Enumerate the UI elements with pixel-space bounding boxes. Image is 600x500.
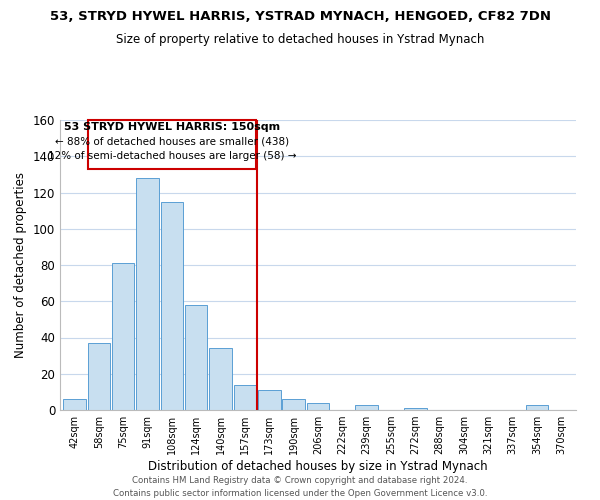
Text: Contains HM Land Registry data © Crown copyright and database right 2024.
Contai: Contains HM Land Registry data © Crown c… [113,476,487,498]
Bar [355,404,378,410]
Bar [112,263,134,410]
Bar [258,390,281,410]
X-axis label: Distribution of detached houses by size in Ystrad Mynach: Distribution of detached houses by size … [148,460,488,473]
Bar [404,408,427,410]
Bar [234,384,256,410]
Bar [88,343,110,410]
Bar [161,202,183,410]
FancyBboxPatch shape [88,120,256,169]
Text: 53, STRYD HYWEL HARRIS, YSTRAD MYNACH, HENGOED, CF82 7DN: 53, STRYD HYWEL HARRIS, YSTRAD MYNACH, H… [49,10,551,23]
Bar [283,399,305,410]
Bar [185,305,208,410]
Text: ← 88% of detached houses are smaller (438): ← 88% of detached houses are smaller (43… [55,136,289,146]
Text: 12% of semi-detached houses are larger (58) →: 12% of semi-detached houses are larger (… [48,152,296,162]
Y-axis label: Number of detached properties: Number of detached properties [14,172,27,358]
Text: 53 STRYD HYWEL HARRIS: 150sqm: 53 STRYD HYWEL HARRIS: 150sqm [64,122,280,132]
Bar [307,403,329,410]
Bar [526,404,548,410]
Bar [136,178,159,410]
Bar [64,399,86,410]
Text: Size of property relative to detached houses in Ystrad Mynach: Size of property relative to detached ho… [116,32,484,46]
Bar [209,348,232,410]
